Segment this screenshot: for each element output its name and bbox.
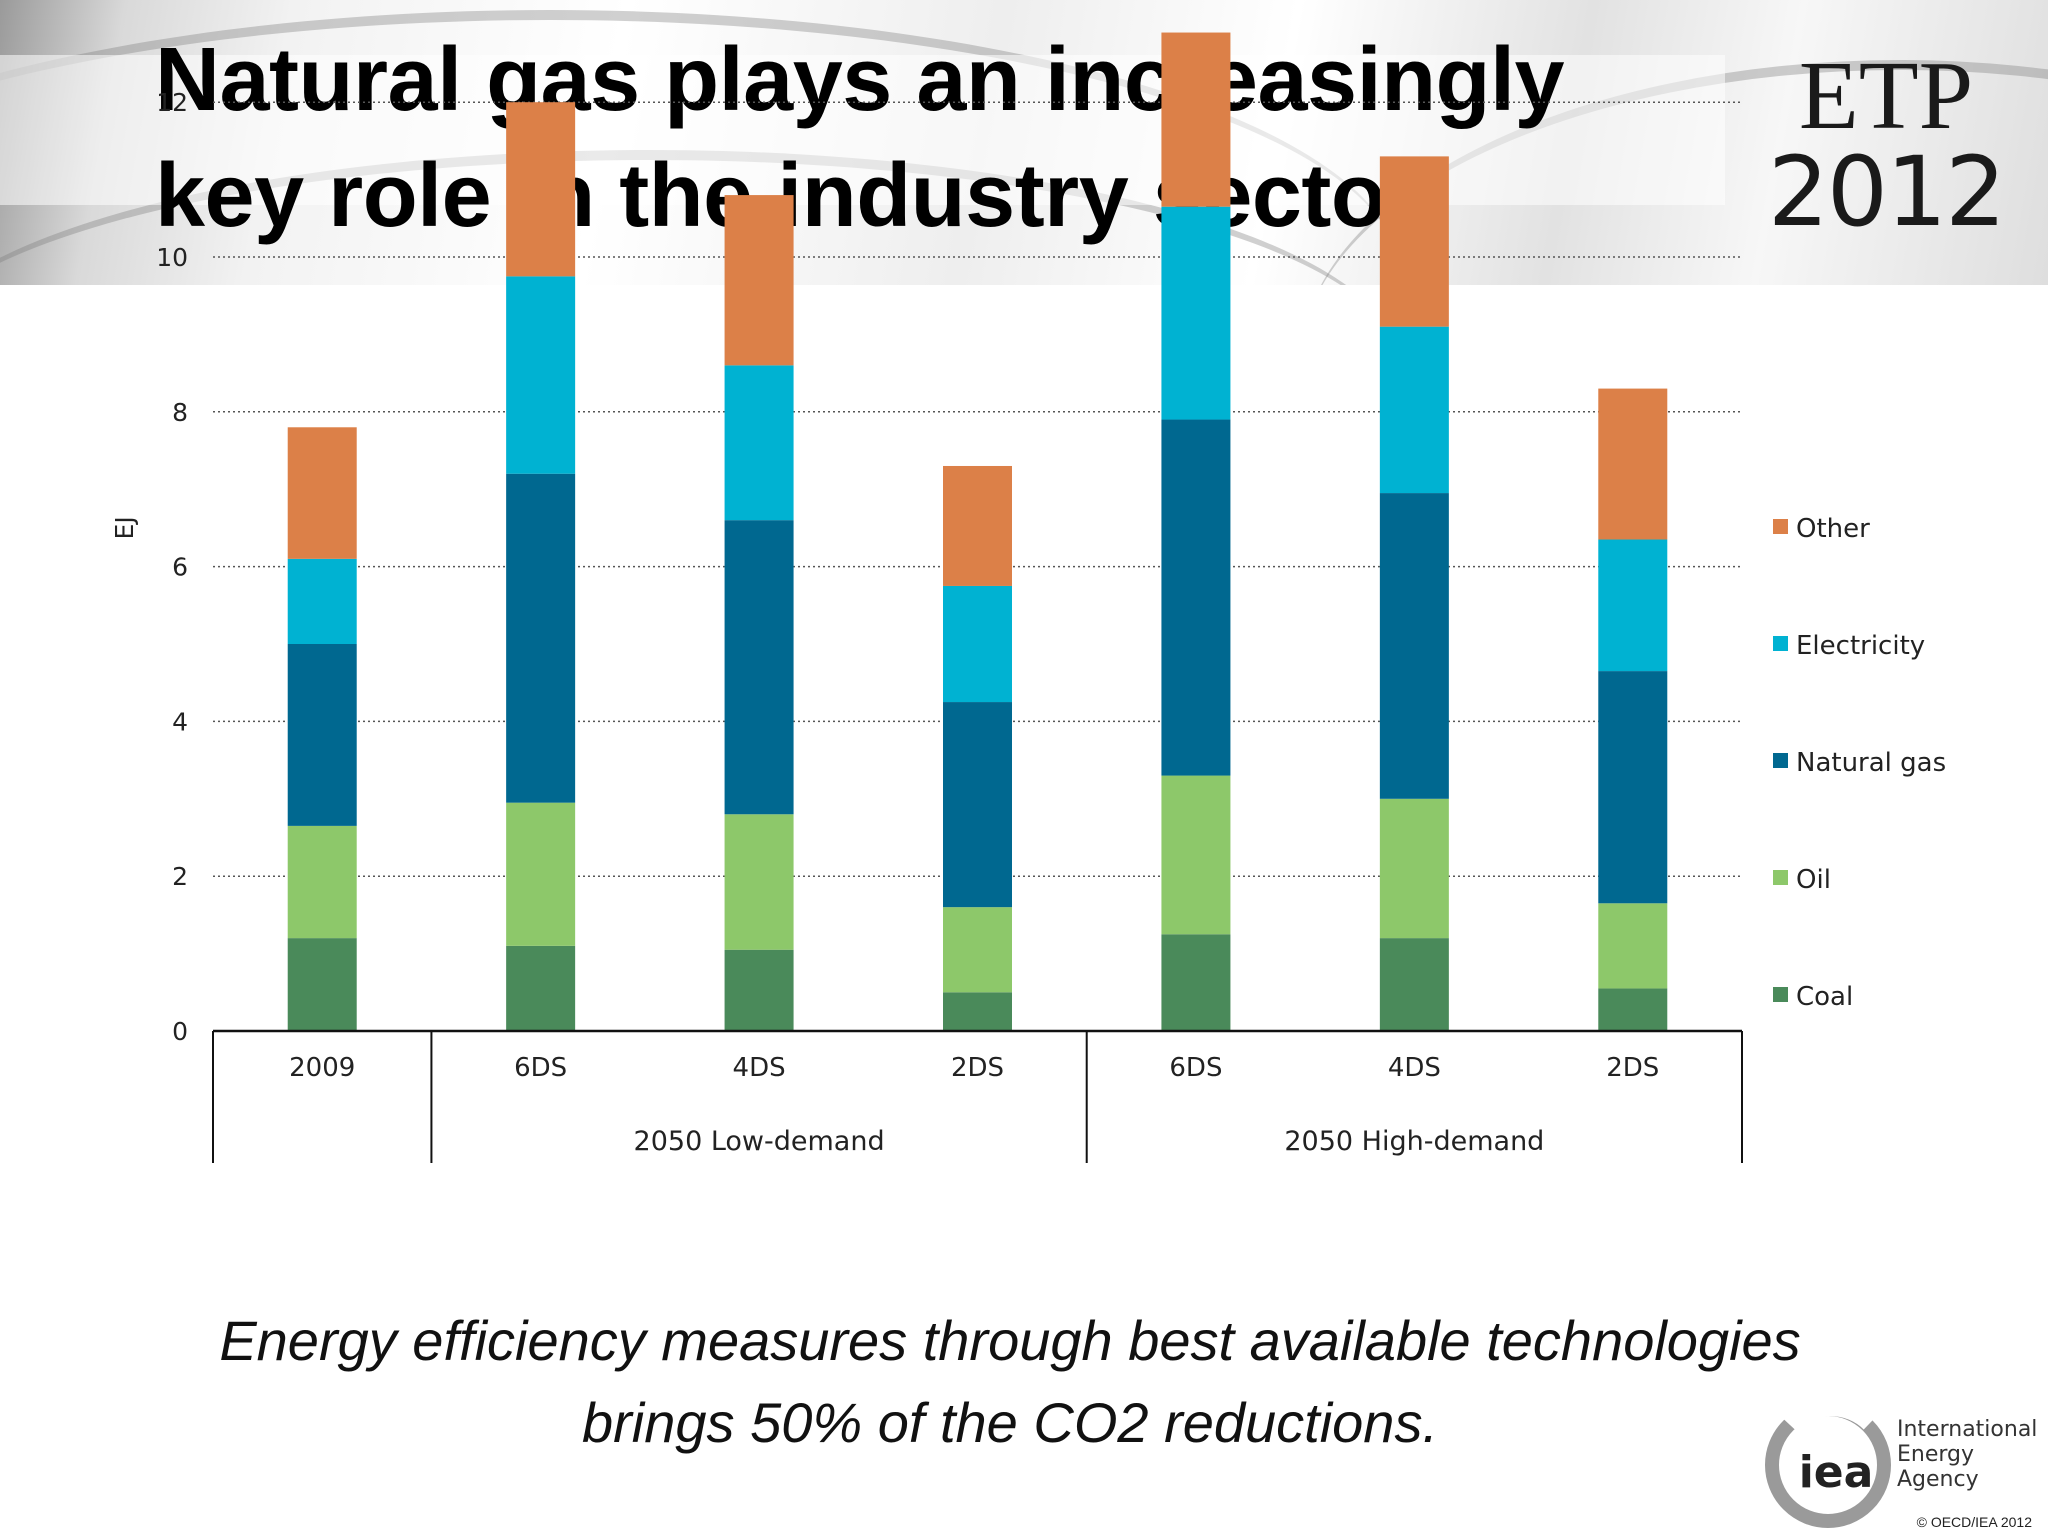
bar-segment-oil [724,814,794,950]
bar-segment-electricity [506,276,576,474]
legend-swatch [1773,870,1788,885]
legend-label: Electricity [1796,631,1925,661]
y-tick-label: 12 [156,88,188,117]
bar-segment-coal [724,949,794,1031]
bar-segment-natural-gas [506,473,576,803]
x-tick-label: 2DS [1606,1053,1659,1083]
bar-segment-electricity [287,558,357,644]
bar-segment-other [1161,32,1231,207]
bar-segment-coal [943,992,1012,1031]
y-tick-label: 2 [172,862,188,891]
bar-segment-oil [1161,775,1231,935]
bar-segment-coal [1161,934,1231,1031]
legend-label: Other [1796,514,1870,544]
bar-segment-electricity [1379,326,1449,494]
y-tick-label: 6 [172,553,188,582]
bar-segment-other [943,465,1012,586]
iea-name-line-2: Energy Agency [1897,1442,1979,1492]
x-group-label: 2050 Low-demand [634,1126,885,1157]
legend-label: Oil [1796,865,1831,895]
caption-line-2: brings 50% of the CO2 reductions. [581,1391,1439,1454]
x-tick-label: 2009 [289,1053,355,1083]
bar-segment-oil [943,907,1012,993]
bar-segment-natural-gas [724,520,794,815]
bar-segment-oil [1598,903,1668,989]
y-tick-label: 4 [172,707,188,736]
iea-name: International Energy Agency [1897,1417,2048,1492]
etp-logo-year: 2012 [1767,136,2006,248]
legend-swatch [1773,753,1788,768]
stacked-bar-chart: 02468101214EJ20096DS4DS2DS6DS4DS2DS2050 … [110,32,1946,1163]
title-line-1: Natural gas plays an increasingly [155,30,1565,130]
x-tick-label: 6DS [1169,1053,1222,1083]
x-tick-label: 2DS [951,1053,1004,1083]
bar-segment-electricity [724,365,794,521]
bar-segment-natural-gas [287,644,357,826]
x-tick-label: 4DS [733,1053,786,1083]
x-group-label: 2050 High-demand [1284,1126,1544,1157]
iea-mark: iea [1799,1447,1874,1498]
bar-segment-other [1598,388,1668,540]
copyright: © OECD/IEA 2012 [1916,1514,2032,1530]
bar-segment-natural-gas [1598,671,1668,904]
bar-segment-other [1379,156,1449,327]
caption-line-1: Energy efficiency measures through best … [219,1309,1801,1372]
bar-segment-oil [1379,798,1449,939]
slide-caption: Energy efficiency measures through best … [60,1300,1960,1464]
bar-segment-electricity [1161,206,1231,420]
etp-logo: ETP 2012 [1766,42,2006,248]
x-tick-label: 6DS [514,1053,567,1083]
etp-logo-text: ETP [1798,42,1974,150]
bar-segment-other [506,102,576,277]
bar-segment-coal [287,938,357,1031]
bar-segment-oil [287,825,357,939]
y-axis-label: EJ [110,516,139,539]
bar-segment-other [724,195,794,366]
bar-segment-electricity [943,585,1012,703]
legend-swatch [1773,987,1788,1002]
x-tick-label: 4DS [1388,1053,1441,1083]
bar-segment-oil [506,802,576,946]
bar-segment-coal [506,945,576,1031]
iea-logo: iea [1765,1398,1891,1528]
bar-segment-natural-gas [943,702,1012,908]
legend-swatch [1773,636,1788,651]
legend-swatch [1773,519,1788,534]
bar-segment-natural-gas [1379,493,1449,799]
legend-label: Coal [1796,982,1853,1012]
bar-segment-other [287,427,357,559]
bar-segment-electricity [1598,539,1668,672]
legend-label: Natural gas [1796,748,1946,778]
bar-segment-natural-gas [1161,419,1231,776]
y-tick-label: 8 [172,398,188,427]
y-tick-label: 0 [172,1017,188,1046]
bar-segment-coal [1379,938,1449,1031]
bar-segment-coal [1598,988,1668,1031]
y-tick-label: 10 [156,243,188,272]
iea-name-line-1: International [1897,1417,2038,1442]
